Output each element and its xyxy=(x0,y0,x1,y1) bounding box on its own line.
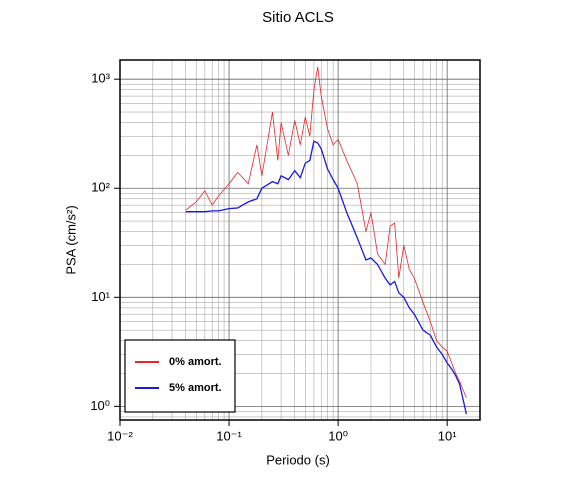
legend-box xyxy=(124,339,236,413)
legend-label: 0% amort. xyxy=(169,356,222,368)
y-tick-label: 10² xyxy=(91,180,110,195)
plot-frame xyxy=(119,59,481,421)
y-axis-label: PSA (cm/s²) xyxy=(63,205,78,274)
x-tick-label: 10⁰ xyxy=(328,428,348,443)
data-line xyxy=(185,66,467,398)
x-axis-label: Periodo (s) xyxy=(266,452,330,467)
legend-label: 5% amort. xyxy=(169,382,222,394)
y-tick-label: 10³ xyxy=(91,71,110,86)
y-tick-label: 10¹ xyxy=(91,289,110,304)
x-tick-label: 10⁻¹ xyxy=(216,428,242,443)
x-tick-label: 10⁻² xyxy=(107,428,133,443)
chart-title: Sitio ACLS xyxy=(262,9,334,26)
data-line xyxy=(185,140,468,415)
y-tick-label: 10⁰ xyxy=(90,398,110,413)
x-tick-label: 10¹ xyxy=(438,428,457,443)
